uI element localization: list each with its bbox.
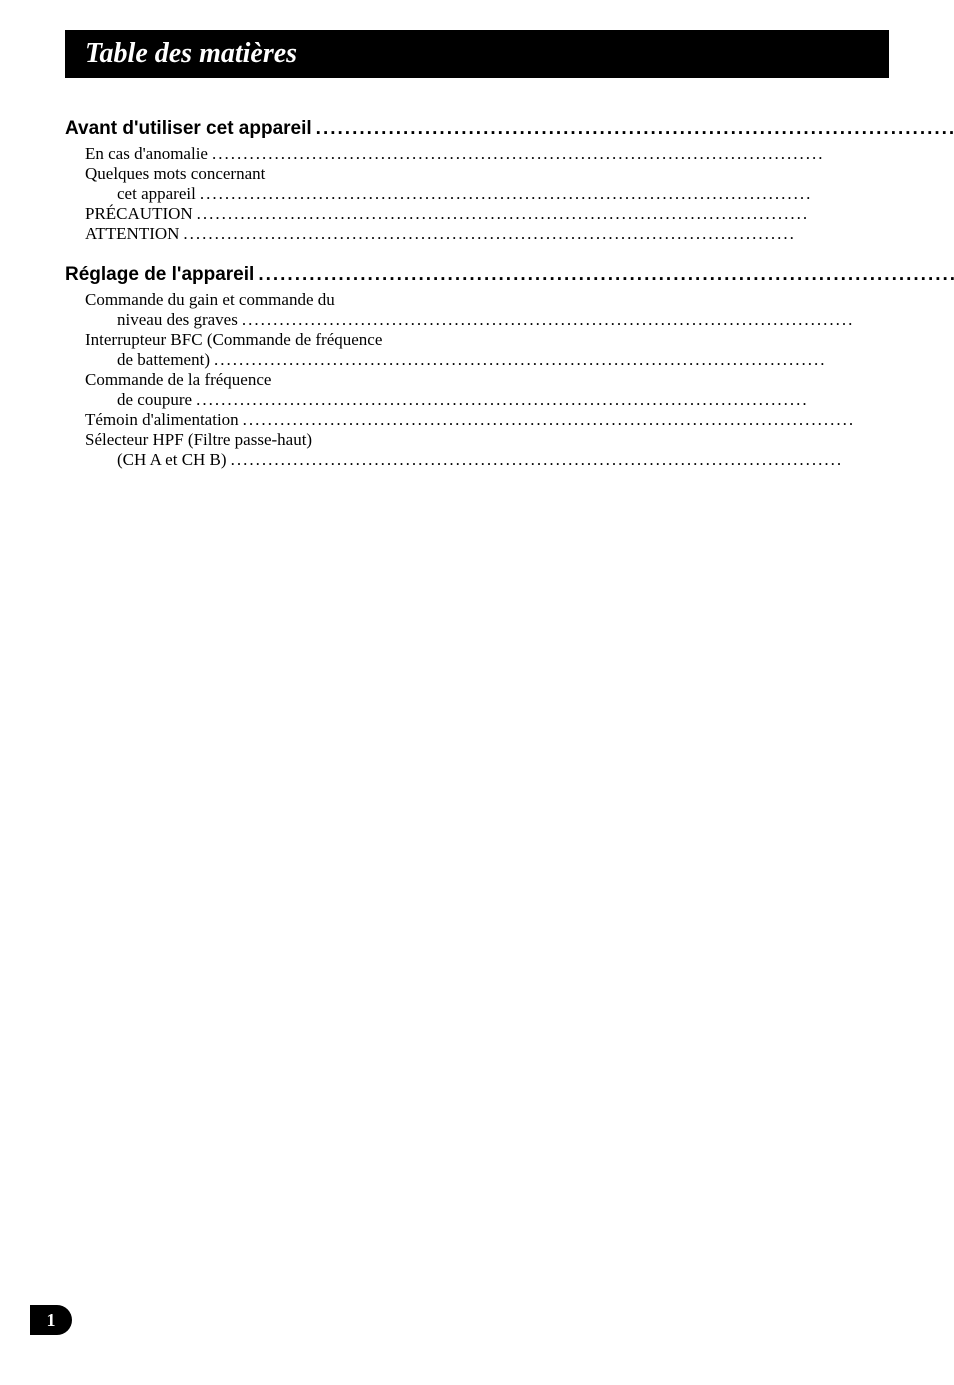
- page-number-tab: 1: [30, 1305, 72, 1335]
- subentry-text: de coupure: [117, 390, 192, 410]
- section-heading: Réglage de l'appareil ..................…: [65, 264, 954, 286]
- toc-entry: ATTENTION ..............................…: [85, 224, 954, 244]
- toc-subentry: (CH A et CH B) .........................…: [117, 450, 954, 470]
- entry-text: ATTENTION: [85, 224, 179, 244]
- toc-entry-continuation: Quelques mots concernant: [85, 164, 954, 184]
- subentry-text: de battement): [117, 350, 210, 370]
- subentry-text: cet appareil: [117, 184, 196, 204]
- entry-text: Témoin d'alimentation: [85, 410, 239, 430]
- toc-subentry: de battement) ..........................…: [117, 350, 954, 370]
- section-heading: Avant d'utiliser cet appareil ..........…: [65, 118, 954, 140]
- dot-leader: ........................................…: [258, 264, 954, 286]
- toc-entry: Témoin d'alimentation ..................…: [85, 410, 954, 430]
- toc-subentry: de coupure .............................…: [117, 390, 954, 410]
- dot-leader: ........................................…: [231, 450, 954, 470]
- entry-text: En cas d'anomalie: [85, 144, 208, 164]
- toc-section: Réglage de l'appareil ..................…: [65, 264, 954, 470]
- page-number: 1: [47, 1310, 56, 1331]
- toc-subentry: cet appareil ...........................…: [117, 184, 954, 204]
- toc-entry: PRÉCAUTION .............................…: [85, 204, 954, 224]
- dot-leader: ........................................…: [197, 204, 954, 224]
- dot-leader: ........................................…: [242, 310, 954, 330]
- dot-leader: ........................................…: [196, 390, 954, 410]
- dot-leader: ........................................…: [243, 410, 954, 430]
- toc-content: Avant d'utiliser cet appareil ..........…: [0, 98, 954, 510]
- header-bar: Table des matières: [65, 30, 889, 78]
- section-title: Réglage de l'appareil: [65, 264, 254, 286]
- section-title: Avant d'utiliser cet appareil: [65, 118, 312, 140]
- dot-leader: ........................................…: [212, 144, 954, 164]
- dot-leader: ........................................…: [200, 184, 954, 204]
- toc-entry-continuation: Interrupteur BFC (Commande de fréquence: [85, 330, 954, 350]
- toc-section: Avant d'utiliser cet appareil ..........…: [65, 118, 954, 244]
- subentry-text: niveau des graves: [117, 310, 238, 330]
- page-title: Table des matières: [85, 38, 869, 70]
- dot-leader: ........................................…: [214, 350, 954, 370]
- entry-text: PRÉCAUTION: [85, 204, 193, 224]
- dot-leader: ........................................…: [183, 224, 954, 244]
- dot-leader: ........................................…: [316, 118, 954, 140]
- toc-entry-continuation: Sélecteur HPF (Filtre passe-haut): [85, 430, 954, 450]
- toc-entry-continuation: Commande du gain et commande du: [85, 290, 954, 310]
- toc-entry-continuation: Commande de la fréquence: [85, 370, 954, 390]
- toc-subentry: niveau des graves ......................…: [117, 310, 954, 330]
- subentry-text: (CH A et CH B): [117, 450, 227, 470]
- left-column: Avant d'utiliser cet appareil ..........…: [65, 118, 954, 490]
- toc-entry: En cas d'anomalie ......................…: [85, 144, 954, 164]
